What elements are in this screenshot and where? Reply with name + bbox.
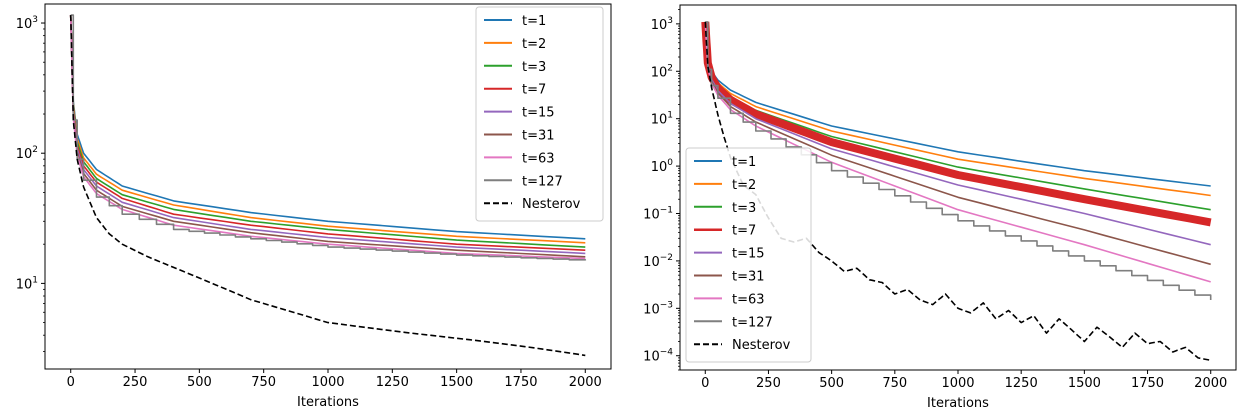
legend-label: t=2	[732, 178, 756, 193]
legend-label: t=3	[522, 60, 546, 75]
x-tick-label: 500	[819, 376, 844, 391]
x-tick-label: 250	[123, 375, 148, 390]
series-line-t-127	[70, 14, 587, 261]
legend-label: t=3	[732, 201, 756, 216]
y-tick-label: 10−3	[643, 300, 673, 317]
x-tick-label: 1000	[941, 376, 974, 391]
x-tick-label: 0	[67, 375, 75, 390]
legend-label: Nesterov	[522, 197, 581, 212]
x-tick-label: 2000	[1194, 376, 1227, 391]
x-tick-label: 0	[701, 376, 709, 391]
legend-label: t=15	[522, 106, 555, 121]
legend-label: t=31	[522, 129, 555, 144]
legend-box	[685, 147, 812, 363]
legend-label: t=2	[522, 37, 546, 52]
x-tick-label: 1000	[311, 375, 344, 390]
y-tick-label: 101	[651, 111, 673, 128]
legend-label: t=127	[732, 315, 773, 330]
y-tick-label: 103	[16, 15, 38, 32]
x-tick-label: 250	[756, 376, 781, 391]
x-tick-label: 2000	[569, 375, 602, 390]
series-line-nesterov	[69, 15, 586, 357]
x-tick-label: 1750	[1131, 376, 1164, 391]
y-tick-label: 103	[651, 16, 673, 33]
legend-label: t=1	[732, 155, 756, 170]
x-tick-label: 1500	[1068, 376, 1101, 391]
plot-area	[69, 14, 587, 357]
legend-label: t=1	[522, 14, 546, 29]
y-tick-label: 102	[651, 63, 673, 80]
y-tick-label: 10−2	[643, 253, 673, 270]
x-tick-label: 1750	[504, 375, 537, 390]
series-line-t-127	[705, 21, 1212, 300]
legend: t=1 t=2 t=3 t=7 t=15 t=31 t=63 t=127 Nesterov	[685, 147, 812, 363]
legend-label: t=7	[522, 83, 546, 98]
y-tick-label: 10−4	[643, 348, 673, 365]
legend-label: t=15	[732, 247, 765, 262]
legend-label: t=63	[522, 151, 555, 166]
y-tick-label: 101	[16, 275, 38, 292]
y-tick-label: 10−1	[643, 206, 673, 223]
legend-box	[475, 6, 604, 222]
legend-label: t=31	[732, 270, 765, 285]
y-tick-label: 100	[651, 158, 674, 175]
legend-label: t=7	[732, 224, 756, 239]
legend-label: Nesterov	[732, 338, 791, 353]
legend-label: t=63	[732, 292, 765, 307]
x-tick-label: 750	[882, 376, 907, 391]
left-chart-panel: 0 250 500 750 1000 1250 1500 1750 2000 101 102 103 I…	[16, 3, 612, 410]
x-tick-label: 1250	[1005, 376, 1038, 391]
right-chart-panel: 0 250 500 750 1000 1250 1500 1750 2000 10−4 10−3 10…	[643, 4, 1237, 411]
x-tick-label: 1250	[376, 375, 409, 390]
plot-area	[701, 21, 1212, 362]
y-tick-label: 102	[16, 145, 38, 162]
x-axis-label: Iterations	[927, 396, 989, 411]
legend: t=1 t=2 t=3 t=7 t=15 t=31 t=63 t=127 Nesterov	[475, 6, 604, 222]
legend-label: t=127	[522, 174, 563, 189]
x-axis-label: Iterations	[297, 395, 359, 410]
x-tick-label: 500	[187, 375, 212, 390]
x-tick-label: 1500	[440, 375, 473, 390]
x-tick-label: 750	[251, 375, 276, 390]
